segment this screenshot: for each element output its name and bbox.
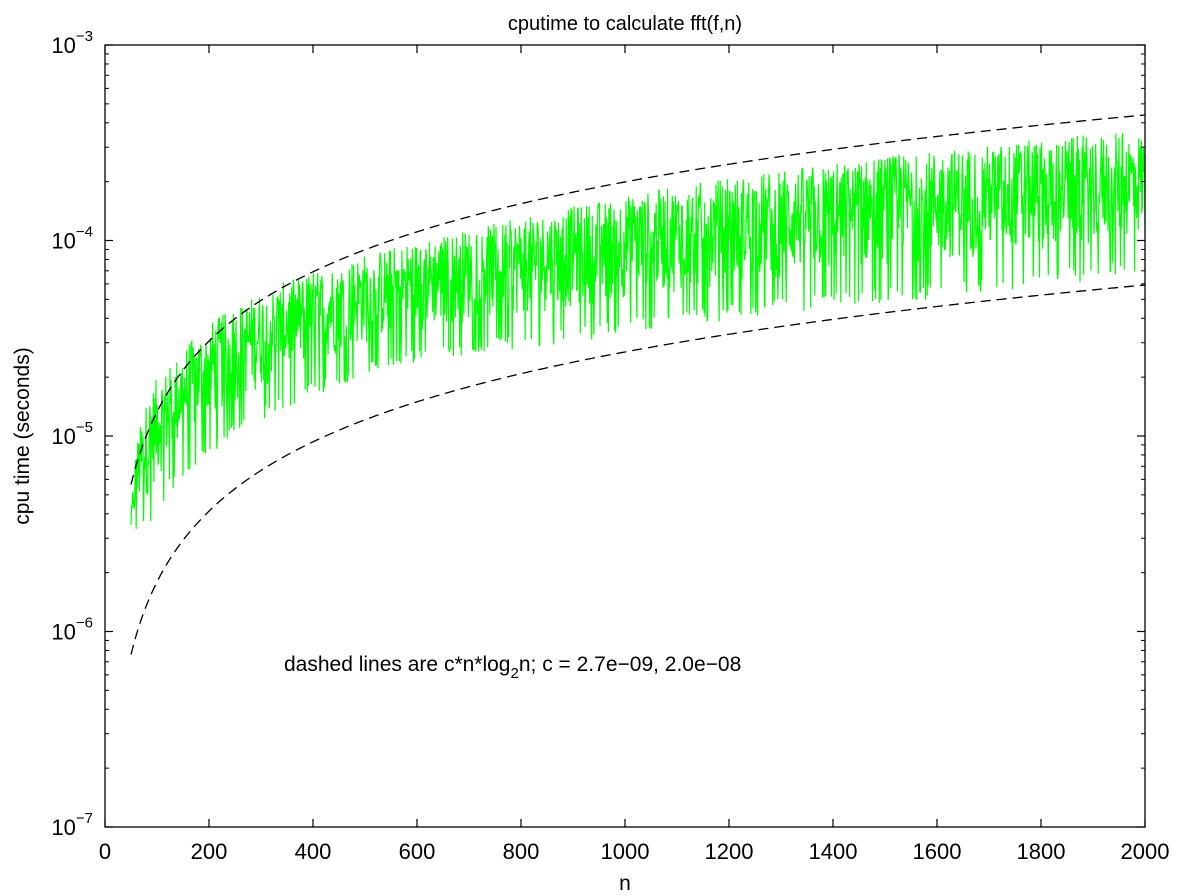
x-tick-label: 1800 (1017, 839, 1066, 864)
y-tick-label: 10−4 (51, 224, 93, 254)
y-tick-label: 10−7 (51, 810, 93, 840)
series-lower-bound-line (130, 284, 1145, 655)
x-axis-label: n (619, 872, 631, 895)
x-tick-label: 400 (295, 839, 332, 864)
x-tick-label: 1600 (913, 839, 962, 864)
series-upper-bound-line (130, 114, 1145, 485)
y-tick-label: 10−6 (51, 615, 93, 645)
annotation-prefix: dashed lines are c*n*log (284, 653, 511, 676)
series-layer (130, 114, 1145, 655)
series-measured-line (130, 133, 1145, 529)
x-tick-label: 800 (503, 839, 540, 864)
x-tick-label: 200 (191, 839, 228, 864)
chart-title: cputime to calculate fft(f,n) (508, 13, 742, 35)
y-tick-label: 10−3 (51, 28, 93, 58)
x-tick-label: 1200 (705, 839, 754, 864)
annotation-text: dashed lines are c*n*log2n; c = 2.7e−09,… (284, 653, 741, 682)
x-tick-label: 2000 (1121, 839, 1170, 864)
x-tick-label: 0 (99, 839, 111, 864)
annotation-suffix: n; c = 2.7e−09, 2.0e−08 (519, 653, 741, 676)
x-tick-label: 600 (399, 839, 436, 864)
ticks-layer: 0 200 400 600 800 1000 1200 1400 1600 1800 2000 10−… (51, 28, 1169, 864)
annotation-subscript: 2 (511, 665, 519, 682)
x-tick-label: 1400 (809, 839, 858, 864)
y-axis-label: cpu time (seconds) (11, 347, 34, 524)
x-tick-label: 1000 (601, 839, 650, 864)
y-tick-label: 10−5 (51, 419, 93, 449)
